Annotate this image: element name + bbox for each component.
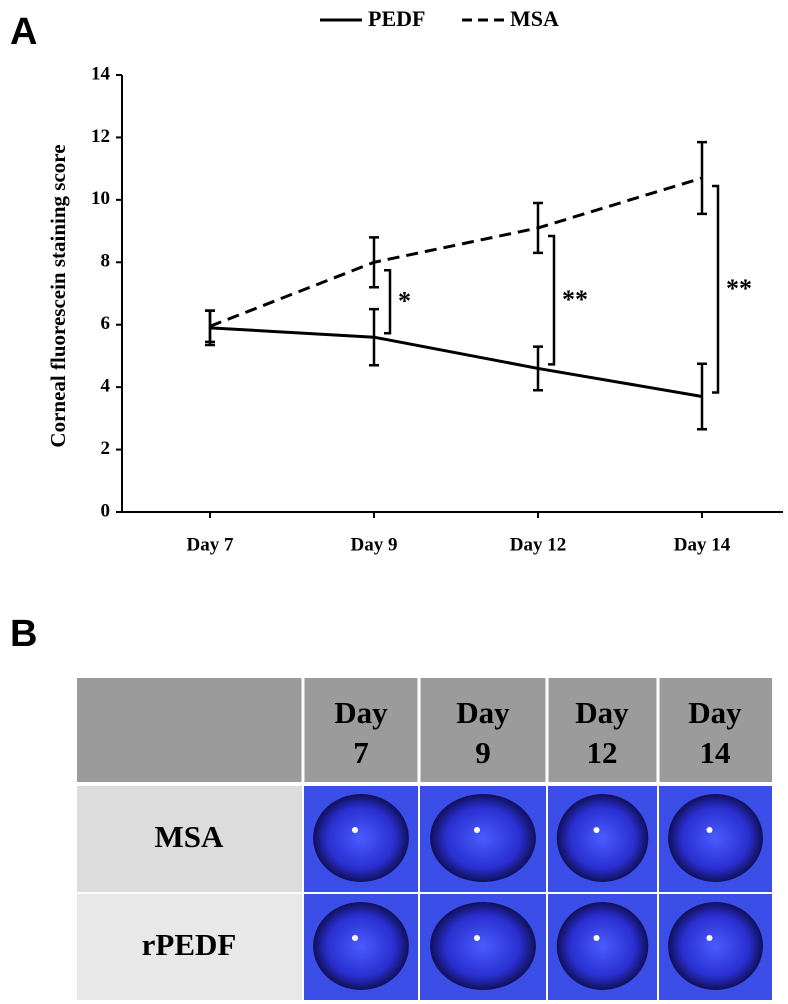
y-tick-label: 6 [101,313,111,334]
eye-cornea [313,794,409,882]
eye-highlight [706,827,713,833]
significance-label: ** [562,285,588,314]
panel-label: A [10,11,37,53]
eye-highlight [474,935,480,941]
column-header: Day [456,695,510,730]
error-bar [533,345,543,392]
eye-cornea [556,902,649,990]
series-line [209,176,703,328]
y-axis-label: Corneal fluorescein staining score [46,144,70,447]
significance-label: * [398,287,411,316]
error-bar [533,201,543,255]
row-header [77,894,302,1000]
y-tick-label: 10 [91,188,110,209]
eye-highlight [593,935,600,941]
table: Day 7 Day 9 Day 12 Day 14 MSA rPEDF [77,678,772,1000]
row-header [77,786,302,892]
series-line [209,326,703,398]
significance-bracket [384,269,392,335]
column-header: Day [334,695,388,730]
eye-cornea [668,902,763,990]
y-tick-label: 0 [101,500,111,521]
column-header: 7 [353,735,369,770]
row-label: rPEDF [142,927,237,962]
panel-label: B [10,613,37,655]
y-tick-label: 12 [91,126,110,147]
y-tick-label: 4 [101,376,111,397]
eye-highlight [706,935,713,941]
significance-bracket [712,184,720,394]
legend-label: PEDF [368,6,425,31]
eye-cornea [430,794,536,882]
column-header: 12 [587,735,618,770]
x-tick-label: Day 9 [351,534,398,555]
eye-highlight [474,827,480,833]
eye-cornea [668,794,763,882]
column-header: Day [575,695,629,730]
significance-label: ** [726,274,752,303]
x-tick-label: Day 14 [674,534,731,555]
eye-highlight [352,827,358,833]
error-bar [697,362,707,431]
x-tick-label: Day 7 [187,534,234,555]
eye-highlight [593,827,600,833]
column-header: 14 [700,735,731,770]
y-tick-label: 2 [101,438,111,459]
eye-highlight [352,935,358,941]
error-bar [205,309,215,344]
y-tick-label: 14 [91,63,111,84]
error-bar [369,307,379,367]
significance-bracket [548,234,556,366]
column-header: 9 [475,735,491,770]
eye-cornea [313,902,409,990]
error-bar [697,140,707,216]
x-tick-label: Day 12 [510,534,566,555]
y-tick-label: 8 [101,251,111,272]
header-row [77,678,772,782]
column-header: Day [688,695,742,730]
eye-cornea [430,902,536,990]
legend-label: MSA [510,6,559,31]
error-bar [369,236,379,289]
row-label: MSA [155,819,225,854]
eye-cornea [556,794,649,882]
